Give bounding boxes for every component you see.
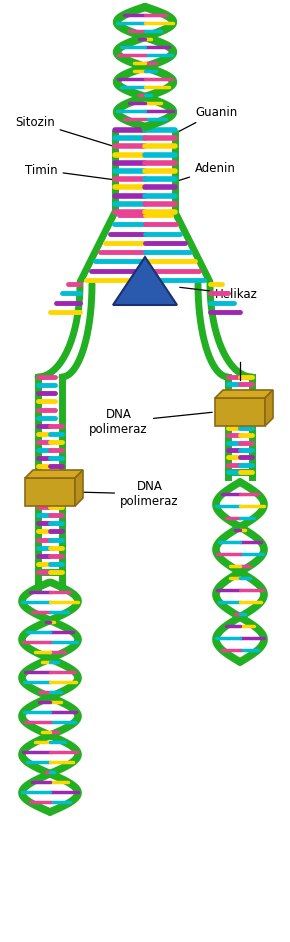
Text: Helikaz: Helikaz bbox=[180, 287, 258, 300]
Polygon shape bbox=[215, 390, 273, 398]
Polygon shape bbox=[75, 470, 83, 506]
Polygon shape bbox=[215, 398, 265, 426]
Text: DNA
polimeraz: DNA polimeraz bbox=[78, 480, 179, 508]
Text: Sitozin: Sitozin bbox=[15, 116, 113, 146]
Polygon shape bbox=[265, 390, 273, 426]
Polygon shape bbox=[25, 470, 83, 478]
Text: Timin: Timin bbox=[25, 164, 113, 180]
Text: Adenin: Adenin bbox=[177, 163, 236, 181]
Text: DNA
polimeraz: DNA polimeraz bbox=[89, 408, 212, 436]
Polygon shape bbox=[113, 257, 177, 305]
Polygon shape bbox=[25, 478, 75, 506]
Text: Guanin: Guanin bbox=[176, 106, 237, 133]
